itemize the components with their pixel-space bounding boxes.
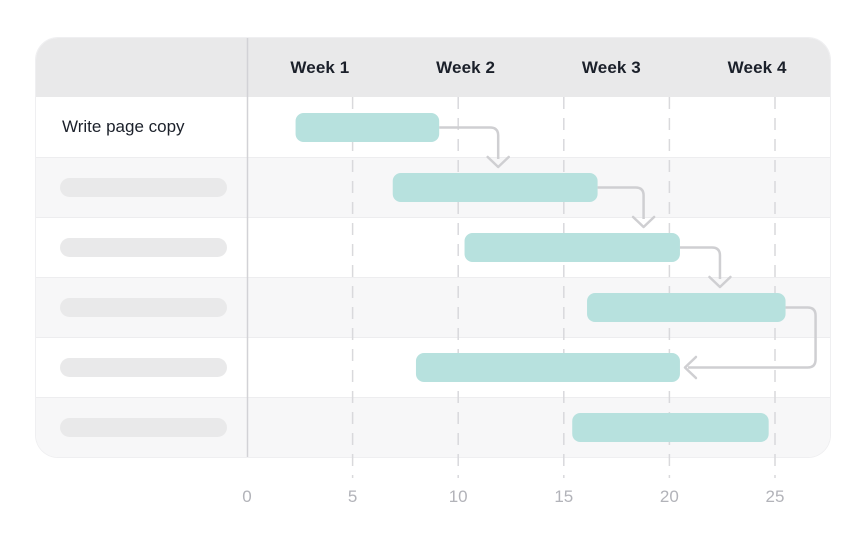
timeline-header: Week 1 Week 2 Week 3 Week 4 (36, 38, 830, 97)
task-row (36, 217, 830, 277)
dependency-connector (439, 126, 500, 159)
dependency-connector (679, 246, 722, 279)
skeleton-task-label (60, 298, 227, 317)
week-header-4: Week 4 (727, 57, 787, 77)
gantt-bar[interactable] (415, 353, 680, 382)
gantt-bar[interactable] (464, 233, 680, 262)
task-row (36, 337, 830, 397)
week-header-1: Week 1 (290, 57, 350, 77)
gantt-bar[interactable] (295, 113, 440, 142)
gantt-bar[interactable] (572, 413, 769, 442)
task-label: Write page copy (62, 117, 185, 136)
week-header-2: Week 2 (436, 57, 496, 77)
dependency-arrowhead-icon (486, 155, 510, 169)
dependency-arrowhead-icon (631, 215, 656, 229)
task-label-cell (36, 298, 247, 317)
task-label-cell: Write page copy (36, 117, 247, 137)
skeleton-task-label (60, 358, 227, 377)
gantt-bar[interactable] (587, 293, 786, 322)
gantt-bar[interactable] (392, 173, 598, 202)
task-row: Write page copy (36, 97, 830, 157)
dependency-arrowhead-icon (683, 355, 698, 380)
task-label-cell (36, 418, 247, 437)
task-label-cell (36, 358, 247, 377)
dependency-connector (687, 306, 817, 369)
dependency-arrowhead-icon (708, 275, 732, 289)
skeleton-task-label (60, 238, 227, 257)
task-label-cell (36, 238, 247, 257)
skeleton-task-label (60, 178, 227, 197)
week-header-3: Week 3 (581, 57, 641, 77)
task-label-cell (36, 178, 247, 197)
dependency-connector (597, 186, 645, 219)
skeleton-task-label (60, 418, 227, 437)
